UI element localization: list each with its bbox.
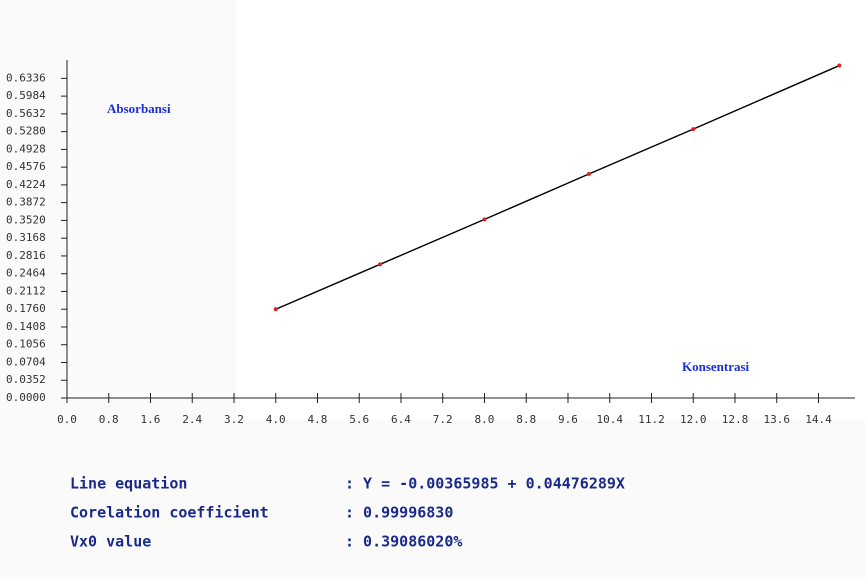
info-value: : Y = -0.00365985 + 0.04476289X bbox=[345, 475, 625, 493]
x-tick-label: 4.0 bbox=[266, 413, 286, 426]
data-point bbox=[482, 217, 486, 221]
y-tick-label: 0.0000 bbox=[6, 391, 46, 404]
info-label: Vx0 value bbox=[70, 533, 151, 551]
y-tick-label: 0.1056 bbox=[6, 338, 46, 351]
y-tick-label: 0.6336 bbox=[6, 71, 46, 84]
data-point bbox=[378, 262, 382, 266]
data-point bbox=[691, 127, 695, 131]
info-label: Corelation coefficient bbox=[70, 504, 269, 522]
y-tick-label: 0.1760 bbox=[6, 302, 46, 315]
x-tick-label: 11.2 bbox=[638, 413, 665, 426]
info-value: : 0.39086020% bbox=[345, 533, 462, 551]
y-tick-label: 0.0704 bbox=[6, 355, 46, 368]
y-tick-label: 0.4928 bbox=[6, 142, 46, 155]
x-tick-label: 8.0 bbox=[475, 413, 495, 426]
y-tick-label: 0.5280 bbox=[6, 125, 46, 138]
y-tick-label: 0.4576 bbox=[6, 160, 46, 173]
y-tick-label: 0.3168 bbox=[6, 231, 46, 244]
x-tick-label: 0.0 bbox=[57, 413, 77, 426]
x-tick-label: 3.2 bbox=[224, 413, 244, 426]
y-tick-label: 0.2112 bbox=[6, 284, 46, 297]
x-tick-label: 9.6 bbox=[558, 413, 578, 426]
y-tick-label: 0.4224 bbox=[6, 178, 46, 191]
x-tick-label: 12.8 bbox=[722, 413, 749, 426]
x-tick-label: 10.4 bbox=[596, 413, 623, 426]
y-tick-label: 0.0352 bbox=[6, 373, 46, 386]
x-tick-label: 4.8 bbox=[308, 413, 328, 426]
x-tick-label: 5.6 bbox=[349, 413, 369, 426]
info-value: : 0.99996830 bbox=[345, 504, 453, 522]
x-tick-label: 0.8 bbox=[99, 413, 119, 426]
x-tick-label: 6.4 bbox=[391, 413, 411, 426]
y-tick-label: 0.1408 bbox=[6, 320, 46, 333]
y-tick-label: 0.2816 bbox=[6, 249, 46, 262]
x-tick-label: 7.2 bbox=[433, 413, 453, 426]
y-tick-label: 0.5984 bbox=[6, 89, 46, 102]
data-point bbox=[837, 64, 841, 68]
y-axis-label: Absorbansi bbox=[107, 101, 171, 116]
x-axis-label: Konsentrasi bbox=[682, 359, 750, 374]
data-point bbox=[587, 172, 591, 176]
y-tick-label: 0.3520 bbox=[6, 213, 46, 226]
chart: Absorbansi Konsentrasi 0.0000 0.0352 0.070… bbox=[0, 0, 865, 579]
data-point bbox=[274, 307, 278, 311]
info-label: Line equation bbox=[70, 475, 187, 493]
x-tick-label: 12.0 bbox=[680, 413, 707, 426]
y-tick-label: 0.3872 bbox=[6, 196, 46, 209]
x-tick-label: 2.4 bbox=[182, 413, 202, 426]
x-tick-label: 1.6 bbox=[141, 413, 161, 426]
x-tick-label: 14.4 bbox=[805, 413, 832, 426]
y-tick-label: 0.2464 bbox=[6, 267, 46, 280]
y-tick-label: 0.5632 bbox=[6, 107, 46, 120]
x-tick-label: 13.6 bbox=[763, 413, 790, 426]
x-tick-label: 8.8 bbox=[516, 413, 536, 426]
